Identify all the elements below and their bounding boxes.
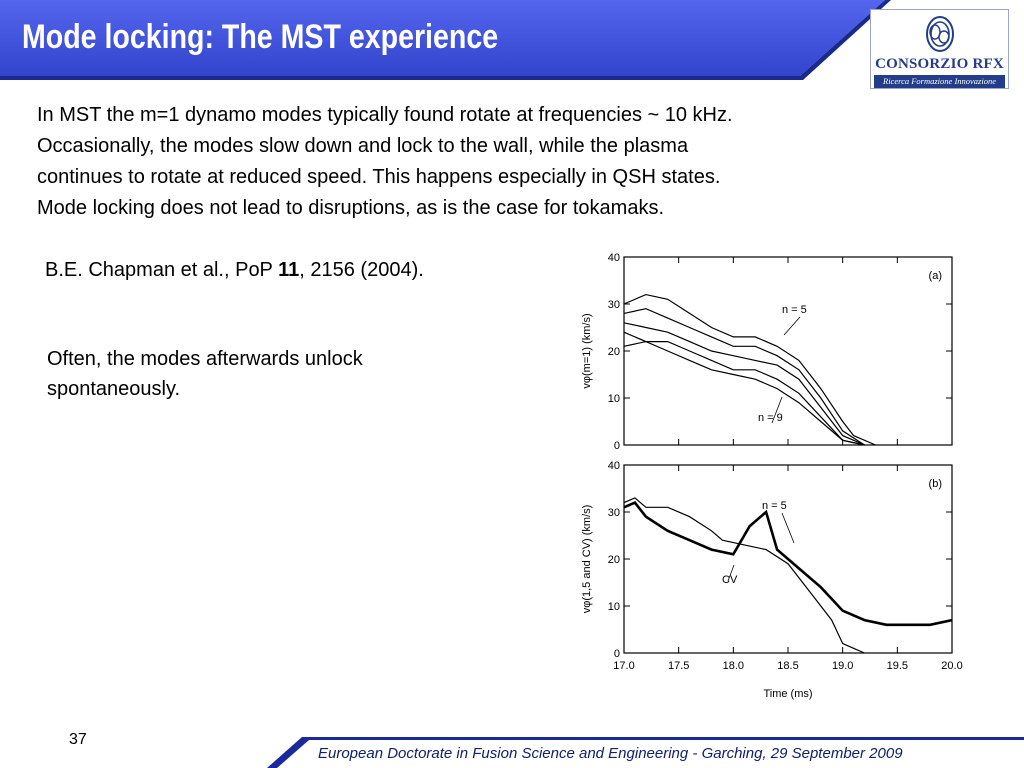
consorzio-rfx-logo: CONSORZIO RFX Ricerca Formazione Innovaz… — [870, 9, 1009, 89]
y-tick-label: 40 — [608, 252, 620, 264]
series-line — [623, 501, 953, 627]
curve-annotation: CV — [722, 574, 738, 586]
y-axis-label: vφ(1,5 and CV) (km/s) — [581, 505, 593, 614]
curve-annotation: n = 5 — [762, 500, 787, 512]
x-tick-label: 19.0 — [832, 660, 853, 672]
y-tick-label: 10 — [608, 601, 620, 613]
y-tick-label: 20 — [608, 346, 620, 358]
x-tick-label: 19.5 — [887, 660, 908, 672]
series-line — [623, 497, 865, 654]
series-line — [623, 331, 865, 446]
logo-emblem-icon — [926, 16, 954, 52]
plot-frame — [623, 256, 953, 446]
annotation-pointer — [727, 564, 735, 582]
unlock-note: Often, the modes afterwards unlock spont… — [47, 348, 363, 400]
x-tick-label: 17.5 — [668, 660, 689, 672]
y-tick-label: 0 — [614, 648, 620, 660]
series-line — [623, 308, 865, 446]
curve-annotation: n = 5 — [782, 304, 807, 316]
series-line — [623, 322, 865, 446]
slide-title: Mode locking: The MST experience — [22, 18, 499, 56]
intro-text: In MST the m=1 dynamo modes typically fo… — [37, 100, 997, 224]
mode-velocity-figure: 0 10 20 30 40 vφ(m=1) (km/s) (a) n = 5 n = 9 0 10 2… — [581, 252, 963, 700]
y-tick-label: 30 — [608, 507, 620, 519]
curve-annotation: n = 9 — [758, 412, 783, 424]
annotation-pointer — [781, 512, 795, 544]
logo-name: CONSORZIO RFX — [875, 56, 1004, 72]
reference-citation: B.E. Chapman et al., PoP 11, 2156 (2004)… — [45, 259, 424, 282]
reference-pages: , 2156 (2004). — [299, 259, 424, 281]
series-line — [623, 340, 865, 446]
footer-text: European Doctorate in Fusion Science and… — [318, 745, 903, 762]
x-axis-label: Time (ms) — [763, 688, 812, 700]
x-tick-label: 20.0 — [941, 660, 962, 672]
reference-authors: B.E. Chapman et al., PoP — [45, 259, 279, 281]
intro-line: continues to rotate at reduced speed. Th… — [37, 166, 721, 188]
footer-bar — [267, 737, 1024, 768]
x-tick-label: 17.0 — [613, 660, 634, 672]
y-tick-label: 30 — [608, 299, 620, 311]
annotation-pointer — [783, 316, 801, 336]
y-tick-label: 40 — [608, 460, 620, 472]
intro-line: Mode locking does not lead to disruption… — [37, 197, 665, 219]
series-line — [623, 293, 876, 446]
x-tick-label: 18.0 — [723, 660, 744, 672]
y-tick-label: 10 — [608, 393, 620, 405]
y-tick-label: 0 — [614, 440, 620, 452]
y-axis-label: vφ(m=1) (km/s) — [581, 313, 593, 388]
panel-label: (a) — [929, 270, 942, 282]
x-tick-label: 18.5 — [777, 660, 798, 672]
reference-volume: 11 — [278, 259, 300, 281]
header-bar — [0, 0, 891, 80]
intro-line: In MST the m=1 dynamo modes typically fo… — [37, 104, 733, 126]
logo-tagline: Ricerca Formazione Innovazione — [874, 75, 1005, 88]
annotation-pointer — [771, 396, 783, 424]
panel-label: (b) — [929, 478, 942, 490]
y-tick-label: 20 — [608, 554, 620, 566]
page-number: 37 — [69, 731, 87, 748]
intro-line: Occasionally, the modes slow down and lo… — [37, 135, 689, 157]
